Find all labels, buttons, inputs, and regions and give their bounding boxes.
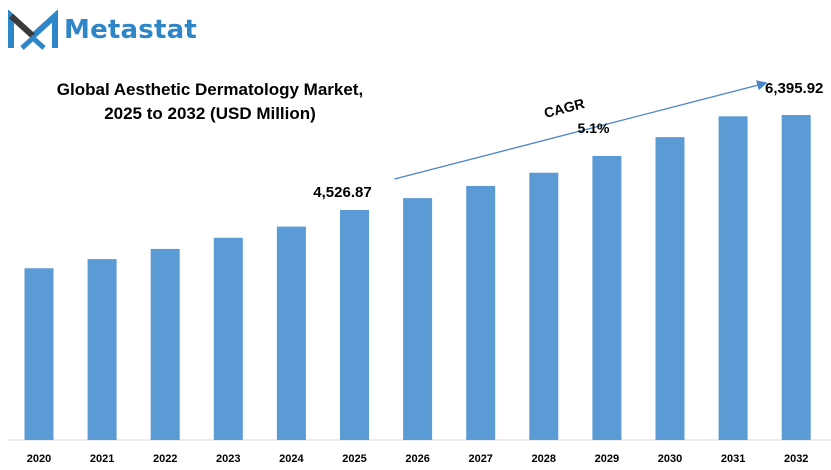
x-tick-label: 2023 <box>216 453 240 465</box>
cagr-label: CAGR <box>542 95 586 121</box>
chart-title-line-2: 2025 to 2032 (USD Million) <box>104 104 316 123</box>
x-tick-label: 2022 <box>153 453 177 465</box>
bar-2028 <box>529 172 559 441</box>
bar-2021 <box>87 259 117 440</box>
x-tick-label: 2021 <box>90 453 114 465</box>
x-tick-label: 2030 <box>658 453 682 465</box>
bar-2025 <box>340 209 369 440</box>
bar-2020 <box>24 268 54 440</box>
bar-2027 <box>466 185 496 440</box>
x-tick-label: 2028 <box>532 453 556 465</box>
x-tick-label: 2032 <box>784 453 808 465</box>
chart-title-line-1: Global Aesthetic Dermatology Market, <box>56 80 364 99</box>
bar-2022 <box>150 248 180 440</box>
bar-2030 <box>655 137 685 440</box>
cagr-arrow <box>394 80 768 180</box>
x-tick-label: 2024 <box>279 453 304 465</box>
brand-name: Metastat <box>64 15 197 45</box>
data-label-2025: 4,526.87 <box>313 184 371 201</box>
brand-logo: Metastat <box>8 10 197 50</box>
metastat-m-logo-icon <box>8 10 58 50</box>
x-tick-label: 2026 <box>405 453 429 465</box>
bar-2029 <box>592 155 622 441</box>
bar-2023 <box>213 237 243 440</box>
x-tick-label: 2025 <box>342 453 366 465</box>
bar-2032 <box>781 115 811 440</box>
x-tick-label: 2031 <box>721 453 745 465</box>
bar-2031 <box>718 116 748 441</box>
x-tick-label: 2027 <box>468 453 492 465</box>
x-tick-label: 2029 <box>595 453 619 465</box>
chart-title: Global Aesthetic Dermatology Market, 202… <box>20 78 400 126</box>
bar-2026 <box>403 198 433 440</box>
cagr-value: 5.1% <box>578 120 610 136</box>
bar-2024 <box>276 226 306 440</box>
x-tick-label: 2020 <box>27 453 51 465</box>
data-label-2032: 6,395.92 <box>765 80 823 97</box>
